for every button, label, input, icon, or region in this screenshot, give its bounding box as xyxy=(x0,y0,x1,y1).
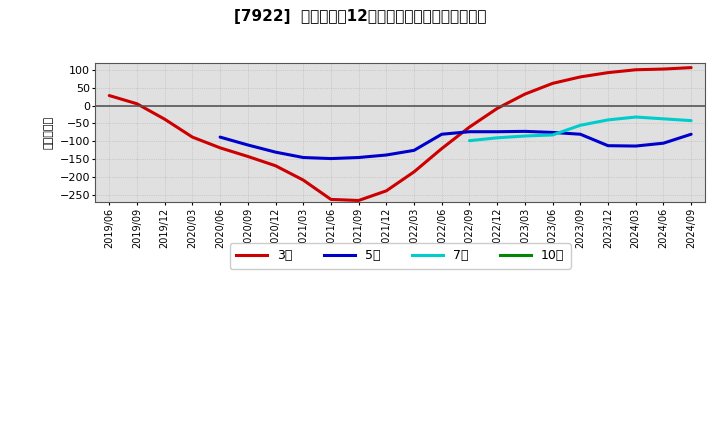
3年 xyxy=(438,146,446,151)
3年 xyxy=(382,188,391,194)
3年 xyxy=(188,135,197,140)
3年 xyxy=(299,177,307,183)
7年 xyxy=(521,133,529,139)
5年 xyxy=(465,129,474,134)
5年 xyxy=(521,129,529,134)
5年 xyxy=(410,148,418,153)
7年 xyxy=(687,118,696,123)
3年 xyxy=(631,67,640,73)
5年 xyxy=(299,155,307,160)
5年 xyxy=(271,150,280,155)
5年 xyxy=(216,135,225,140)
5年 xyxy=(631,143,640,149)
3年 xyxy=(327,197,336,202)
5年 xyxy=(659,140,667,146)
3年 xyxy=(687,65,696,70)
5年 xyxy=(327,156,336,161)
7年 xyxy=(603,117,612,123)
7年 xyxy=(549,132,557,138)
Legend: 3年, 5年, 7年, 10年: 3年, 5年, 7年, 10年 xyxy=(230,243,571,269)
5年 xyxy=(382,152,391,158)
3年 xyxy=(659,66,667,72)
5年 xyxy=(354,155,363,160)
7年 xyxy=(631,114,640,120)
5年 xyxy=(493,129,502,134)
3年 xyxy=(271,163,280,169)
5年 xyxy=(603,143,612,148)
5年 xyxy=(687,132,696,137)
Text: [7922]  当期純利益12か月移動合計の平均値の推移: [7922] 当期純利益12か月移動合計の平均値の推移 xyxy=(234,9,486,24)
3年 xyxy=(603,70,612,75)
7年 xyxy=(465,138,474,143)
3年 xyxy=(493,106,502,111)
7年 xyxy=(659,116,667,121)
Line: 7年: 7年 xyxy=(469,117,691,141)
3年 xyxy=(576,74,585,80)
3年 xyxy=(549,81,557,86)
3年 xyxy=(216,145,225,150)
Line: 5年: 5年 xyxy=(220,132,691,158)
5年 xyxy=(576,132,585,137)
5年 xyxy=(243,142,252,147)
3年 xyxy=(105,93,114,98)
3年 xyxy=(410,169,418,175)
7年 xyxy=(493,135,502,140)
3年 xyxy=(132,101,141,106)
5年 xyxy=(438,132,446,137)
3年 xyxy=(521,92,529,97)
7年 xyxy=(576,123,585,128)
Y-axis label: （百万円）: （百万円） xyxy=(44,116,54,149)
3年 xyxy=(354,198,363,203)
3年 xyxy=(243,154,252,159)
5年 xyxy=(549,130,557,135)
Line: 3年: 3年 xyxy=(109,68,691,201)
3年 xyxy=(161,117,169,122)
3年 xyxy=(465,125,474,130)
